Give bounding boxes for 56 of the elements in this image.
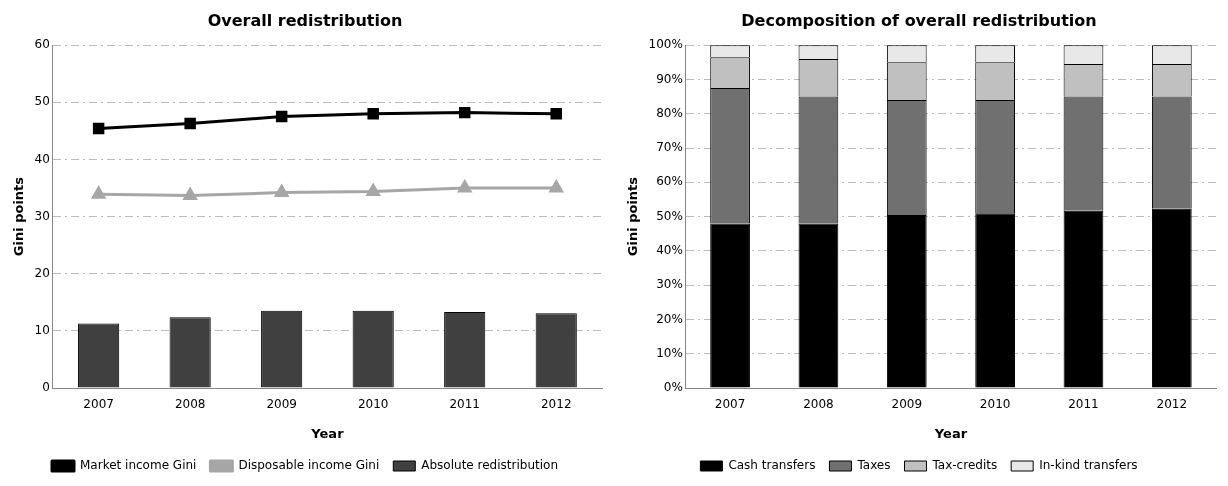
y-tick-label: 50% <box>656 208 683 223</box>
point <box>275 110 288 123</box>
point <box>458 106 471 119</box>
point <box>367 108 379 120</box>
y-tick-label: 10% <box>656 345 683 360</box>
x-tick-label: 2009 <box>266 397 297 412</box>
y-axis-title: Gini points <box>625 176 641 257</box>
bar <box>710 223 750 388</box>
point <box>366 183 380 196</box>
legend-label: Market income Gini <box>80 458 197 473</box>
y-tick-label: 30 <box>34 208 50 223</box>
legend-label: Cash transfers <box>728 458 816 473</box>
point <box>549 180 563 193</box>
y-tick-label: 20 <box>34 265 50 280</box>
y-tick-label: 10 <box>34 322 50 337</box>
y-tick-label: 60% <box>656 174 683 189</box>
legend-label: Absolute redistribution <box>421 458 558 473</box>
point <box>92 122 105 135</box>
y-tick-label: 50 <box>34 94 50 109</box>
x-tick-label: 2010 <box>357 397 389 412</box>
x-tick-label: 2012 <box>540 397 572 412</box>
chart-title: Decomposition of overall redistribution <box>741 10 1097 30</box>
y-tick-label: 0% <box>663 380 683 395</box>
point <box>550 108 562 120</box>
point <box>458 180 472 193</box>
chart-title: Overall redistribution <box>207 10 403 30</box>
x-tick-label: 2007 <box>714 397 746 412</box>
x-axis-title: Year <box>310 425 345 441</box>
point <box>184 117 196 130</box>
y-tick-label: 90% <box>656 71 683 86</box>
point <box>183 187 197 200</box>
x-tick-label: 2009 <box>891 397 923 412</box>
x-tick-label: 2012 <box>1156 397 1188 412</box>
y-tick-label: 70% <box>656 140 683 155</box>
point <box>274 185 289 198</box>
y-tick-label: 20% <box>656 311 683 326</box>
x-axis-title: Year <box>933 425 968 441</box>
y-tick-label: 80% <box>656 105 683 120</box>
legend-label: Taxes <box>856 458 891 473</box>
legend-label: In-kind transfers <box>1039 458 1138 473</box>
x-tick-label: 2007 <box>83 397 114 412</box>
y-tick-label: 40 <box>34 151 50 166</box>
y-tick-label: 60 <box>34 37 50 52</box>
y-tick-label: 40% <box>656 243 683 258</box>
x-tick-label: 2011 <box>449 397 480 412</box>
y-axis-title: Gini points <box>11 176 27 257</box>
x-tick-label: 2008 <box>174 397 206 412</box>
x-tick-label: 2008 <box>803 397 834 412</box>
x-tick-label: 2010 <box>979 397 1011 412</box>
y-tick-label: 100% <box>648 37 683 52</box>
point <box>91 186 106 199</box>
x-tick-label: 2011 <box>1068 397 1099 412</box>
y-tick-label: 0 <box>42 380 50 395</box>
legend-label: Disposable income Gini <box>238 458 380 473</box>
y-tick-label: 30% <box>656 277 683 292</box>
legend-label: Tax-credits <box>931 458 998 473</box>
